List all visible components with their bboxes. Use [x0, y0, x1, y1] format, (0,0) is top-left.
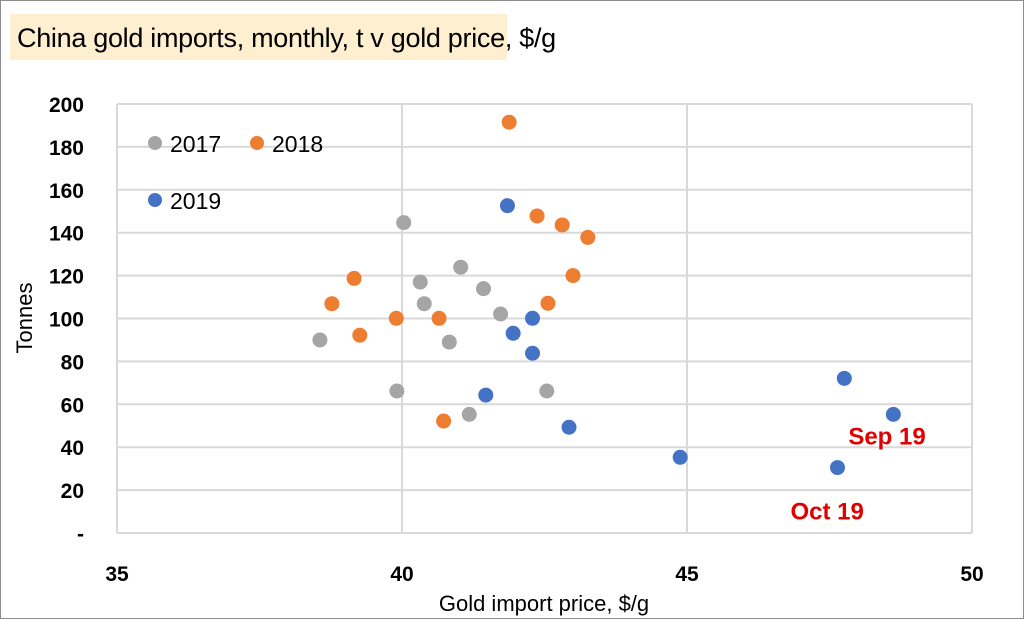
point-2017 — [539, 383, 555, 399]
point-2017 — [441, 334, 457, 350]
point-2018 — [324, 296, 340, 312]
y-tick-label: - — [77, 523, 84, 546]
point-2018 — [431, 310, 447, 326]
y-tick-label: 60 — [61, 394, 84, 417]
point-2017 — [453, 259, 469, 275]
point-2019 — [525, 310, 541, 326]
legend-marker-2019 — [148, 193, 162, 207]
y-tick-label: 80 — [61, 351, 84, 374]
point-2018 — [554, 217, 570, 233]
annotation-label: Oct 19 — [790, 499, 863, 526]
point-2019 — [561, 419, 577, 435]
title-background — [10, 14, 507, 60]
y-tick-label: 140 — [49, 223, 84, 246]
point-2018 — [501, 114, 517, 130]
point-2017 — [412, 274, 428, 290]
annotations: Sep 19 Oct 19 — [790, 423, 925, 525]
point-2019 — [525, 345, 541, 361]
point-2017 — [416, 296, 432, 312]
point-2018 — [540, 295, 556, 311]
x-axis-label: Gold import price, $/g — [439, 591, 649, 616]
data-points — [312, 114, 901, 476]
point-2019 — [499, 198, 515, 214]
y-tick-label: 120 — [49, 266, 84, 289]
point-2019 — [672, 449, 688, 465]
x-tick-label: 45 — [675, 563, 699, 586]
y-tick-label: 40 — [61, 437, 84, 460]
point-2017 — [493, 306, 509, 322]
point-2019 — [885, 406, 901, 422]
point-2018 — [388, 310, 404, 326]
point-2017 — [476, 281, 492, 297]
point-2017 — [461, 406, 477, 422]
y-tick-label: 100 — [49, 309, 84, 332]
annotation-label: Sep 19 — [848, 423, 925, 450]
y-tick-label: 160 — [49, 180, 84, 203]
legend-marker-2018 — [250, 136, 264, 150]
point-2018 — [346, 270, 362, 286]
y-axis-ticks: - 20 40 60 80 100 120 140 160 180 200 — [49, 94, 84, 546]
point-2017 — [396, 215, 412, 231]
legend-label-2018: 2018 — [272, 131, 323, 157]
x-axis-ticks: 35 40 45 50 — [105, 563, 983, 586]
legend: 2017 2018 2019 — [148, 131, 323, 214]
chart-title: China gold imports, monthly, t v gold pr… — [17, 23, 556, 53]
point-2018 — [529, 208, 545, 224]
legend-marker-2017 — [148, 136, 162, 150]
point-2018 — [436, 413, 452, 429]
point-2018 — [565, 268, 581, 284]
y-tick-label: 200 — [49, 94, 84, 117]
x-tick-label: 40 — [390, 563, 413, 586]
point-2017 — [389, 383, 405, 399]
point-2017 — [312, 332, 328, 348]
point-2018 — [580, 229, 596, 245]
point-2019 — [478, 387, 494, 403]
point-2019 — [836, 370, 852, 386]
point-2019 — [829, 460, 845, 476]
x-tick-label: 35 — [105, 563, 129, 586]
point-2018 — [352, 327, 368, 343]
y-tick-label: 20 — [61, 480, 84, 503]
legend-label-2019: 2019 — [170, 188, 221, 214]
x-tick-label: 50 — [960, 563, 983, 586]
legend-label-2017: 2017 — [170, 131, 221, 157]
y-tick-label: 180 — [49, 137, 84, 160]
y-axis-label: Tonnes — [12, 283, 37, 354]
point-2019 — [505, 325, 521, 341]
